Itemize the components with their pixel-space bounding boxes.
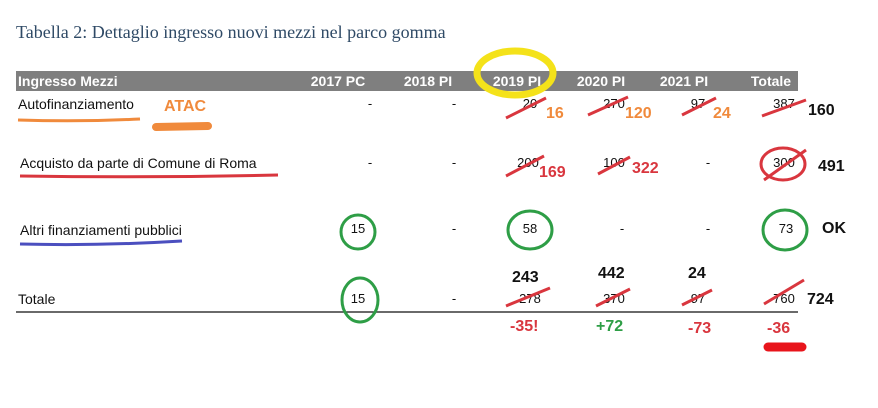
cell-totale-2017: 15: [350, 291, 366, 306]
strike-totale-2020: [595, 287, 631, 308]
annotation-diff-2020: +72: [596, 318, 624, 335]
cell-totale-2018: -: [451, 291, 457, 306]
strike-comune-2019: [505, 154, 545, 178]
cell-comune-2018: -: [451, 155, 457, 170]
header-ingresso-mezzi: Ingresso Mezzi: [18, 73, 118, 89]
cell-comune-2021: -: [705, 155, 711, 170]
circle-altri-2017: [339, 213, 377, 251]
annotation-diff-total: -36: [767, 320, 791, 337]
cell-autofin-2017: -: [367, 96, 373, 111]
underline-altri: [19, 239, 183, 247]
cell-comune-2017: -: [367, 155, 373, 170]
annotation-autofin-2021: 24: [713, 105, 731, 122]
annotation-altri-ok: OK: [822, 220, 846, 237]
row-label-autofinanziamento: Autofinanziamento: [18, 96, 134, 112]
annotation-comune-2019: 169: [539, 164, 566, 181]
circle-totale-2017: [340, 276, 380, 324]
header-totale: Totale: [750, 73, 792, 89]
annotation-comune-2020: 322: [632, 160, 659, 177]
annotation-atac: ATAC: [164, 98, 207, 115]
circle-comune-total: [759, 146, 807, 182]
annotation-autofin-2019: 16: [546, 105, 564, 122]
annotation-totale-2021-new: 24: [688, 265, 706, 282]
circle-altri-2019: [506, 209, 554, 251]
highlight-2019-circle: [473, 47, 557, 99]
annotation-totale-total-new: 724: [807, 291, 834, 308]
strike-comune-total: [763, 148, 807, 182]
strike-totale-total: [763, 278, 805, 306]
annotation-diff-2021: -73: [688, 320, 712, 337]
annotation-autofin-2020: 120: [625, 105, 652, 122]
row-label-altri-finanziamenti: Altri finanziamenti pubblici: [20, 222, 182, 238]
cell-comune-2020: 100: [603, 155, 625, 170]
cell-altri-2019: 58: [522, 221, 538, 236]
strike-autofin-2019: [505, 96, 547, 120]
annotation-totale-2019-new: 243: [512, 269, 539, 286]
cell-altri-2021: -: [705, 221, 711, 236]
cell-comune-total: 300: [773, 155, 795, 170]
circle-altri-total: [761, 208, 809, 252]
header-2017: 2017 PC: [310, 73, 366, 89]
cell-altri-2017: 15: [350, 221, 366, 236]
header-2021: 2021 PI: [659, 73, 709, 89]
strike-comune-2020: [597, 155, 631, 176]
underline-comune: [19, 173, 279, 179]
strike-autofin-total: [761, 98, 807, 118]
strike-totale-2019: [505, 286, 551, 308]
strike-autofin-2020: [587, 95, 629, 117]
header-2018: 2018 PI: [403, 73, 453, 89]
strike-autofin-2021: [681, 96, 717, 117]
underline-atac: [152, 122, 212, 131]
table-caption: Tabella 2: Dettaglio ingresso nuovi mezz…: [16, 22, 446, 42]
cell-altri-2018: -: [451, 221, 457, 236]
row-label-totale: Totale: [18, 291, 56, 307]
header-2020: 2020 PI: [576, 73, 626, 89]
header-2019: 2019 PI: [492, 73, 542, 89]
cell-altri-2020: -: [619, 221, 625, 236]
cell-autofin-2018: -: [451, 96, 457, 111]
cell-altri-total: 73: [778, 221, 794, 236]
annotation-diff-2019: -35!: [510, 318, 539, 335]
annotation-autofin-total: 160: [808, 102, 835, 119]
row-label-comune-roma: Acquisto da parte di Comune di Roma: [20, 155, 257, 171]
table-header-bar: [16, 71, 798, 91]
underline-autofinanziamento: [17, 117, 141, 123]
annotation-comune-total: 491: [818, 158, 845, 175]
strike-totale-2021: [681, 288, 713, 307]
annotation-totale-2020-new: 442: [598, 265, 625, 282]
